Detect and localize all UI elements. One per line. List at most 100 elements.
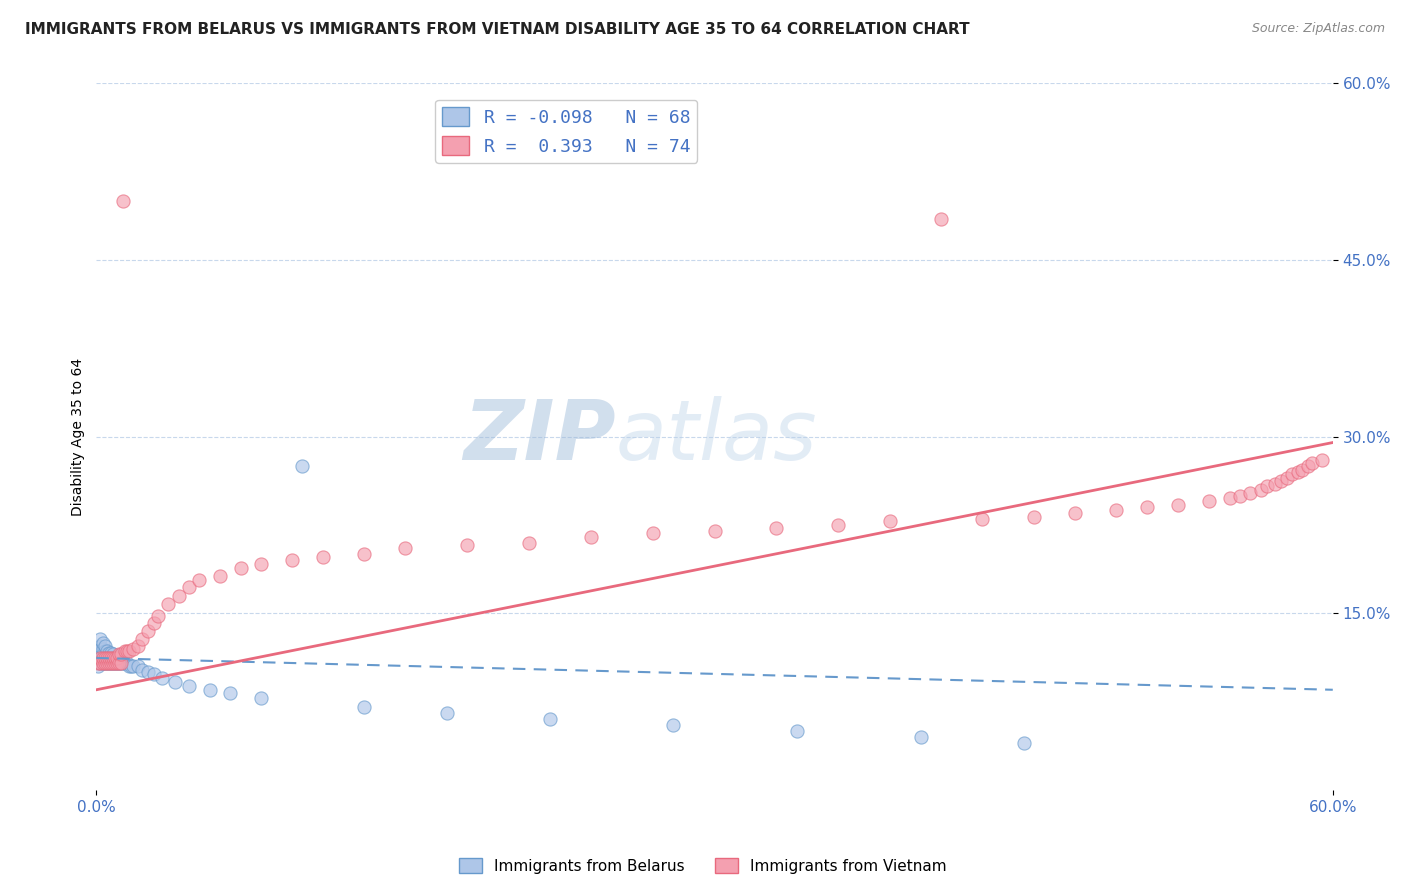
Point	[91, 648, 114, 662]
Point	[87, 656, 110, 670]
Point	[97, 651, 120, 665]
Point	[96, 651, 118, 665]
Point	[93, 656, 115, 670]
Point	[101, 656, 124, 670]
Point	[827, 517, 849, 532]
Point	[879, 515, 901, 529]
Text: Source: ZipAtlas.com: Source: ZipAtlas.com	[1251, 22, 1385, 36]
Point	[101, 651, 124, 665]
Point	[229, 561, 252, 575]
Point	[136, 665, 159, 679]
Point	[517, 535, 540, 549]
Point	[208, 568, 231, 582]
Point	[87, 644, 110, 658]
Point	[150, 671, 173, 685]
Point	[104, 656, 127, 670]
Point	[101, 651, 124, 665]
Point	[143, 667, 166, 681]
Text: atlas: atlas	[616, 396, 817, 477]
Point	[87, 659, 110, 673]
Point	[1105, 502, 1128, 516]
Point	[1022, 509, 1045, 524]
Point	[122, 659, 145, 673]
Point	[100, 651, 122, 665]
Point	[91, 651, 114, 665]
Point	[146, 608, 169, 623]
Point	[96, 656, 118, 670]
Point	[1229, 488, 1251, 502]
Point	[118, 659, 141, 673]
Point	[87, 651, 110, 665]
Point	[188, 574, 211, 588]
Point	[100, 656, 122, 670]
Text: IMMIGRANTS FROM BELARUS VS IMMIGRANTS FROM VIETNAM DISABILITY AGE 35 TO 64 CORRE: IMMIGRANTS FROM BELARUS VS IMMIGRANTS FR…	[25, 22, 970, 37]
Point	[117, 656, 139, 670]
Point	[104, 653, 127, 667]
Point	[177, 580, 200, 594]
Point	[394, 541, 416, 556]
Point	[105, 653, 128, 667]
Point	[105, 656, 128, 670]
Point	[91, 635, 114, 649]
Point	[353, 700, 375, 714]
Point	[93, 639, 115, 653]
Point	[122, 641, 145, 656]
Point	[100, 653, 122, 667]
Point	[1219, 491, 1241, 505]
Point	[91, 641, 114, 656]
Point	[353, 547, 375, 561]
Point	[786, 723, 808, 738]
Point	[219, 686, 242, 700]
Point	[177, 679, 200, 693]
Point	[96, 651, 118, 665]
Point	[1291, 462, 1313, 476]
Point	[436, 706, 458, 721]
Point	[641, 526, 664, 541]
Point	[1286, 465, 1309, 479]
Point	[143, 615, 166, 630]
Point	[703, 524, 725, 538]
Point	[100, 656, 122, 670]
Point	[1281, 467, 1303, 482]
Point	[91, 651, 114, 665]
Point	[110, 653, 132, 667]
Point	[112, 194, 135, 209]
Point	[1301, 456, 1323, 470]
Legend: Immigrants from Belarus, Immigrants from Vietnam: Immigrants from Belarus, Immigrants from…	[453, 852, 953, 880]
Point	[100, 646, 122, 660]
Point	[96, 644, 118, 658]
Point	[89, 651, 111, 665]
Point	[1167, 498, 1189, 512]
Point	[127, 639, 149, 653]
Point	[250, 691, 273, 706]
Point	[538, 712, 561, 726]
Point	[1277, 471, 1299, 485]
Point	[1270, 475, 1292, 489]
Point	[96, 653, 118, 667]
Point	[97, 656, 120, 670]
Point	[250, 557, 273, 571]
Point	[110, 656, 132, 670]
Point	[163, 674, 186, 689]
Point	[101, 656, 124, 670]
Point	[117, 644, 139, 658]
Point	[108, 653, 131, 667]
Point	[105, 651, 128, 665]
Point	[97, 649, 120, 664]
Point	[1296, 459, 1319, 474]
Point	[131, 632, 153, 647]
Point	[108, 656, 131, 670]
Point	[104, 656, 127, 670]
Point	[281, 553, 304, 567]
Point	[89, 651, 111, 665]
Point	[1256, 479, 1278, 493]
Point	[136, 624, 159, 638]
Point	[312, 549, 335, 564]
Point	[1064, 506, 1087, 520]
Point	[105, 656, 128, 670]
Point	[662, 718, 685, 732]
Point	[89, 656, 111, 670]
Point	[97, 653, 120, 667]
Point	[112, 656, 135, 670]
Point	[89, 656, 111, 670]
